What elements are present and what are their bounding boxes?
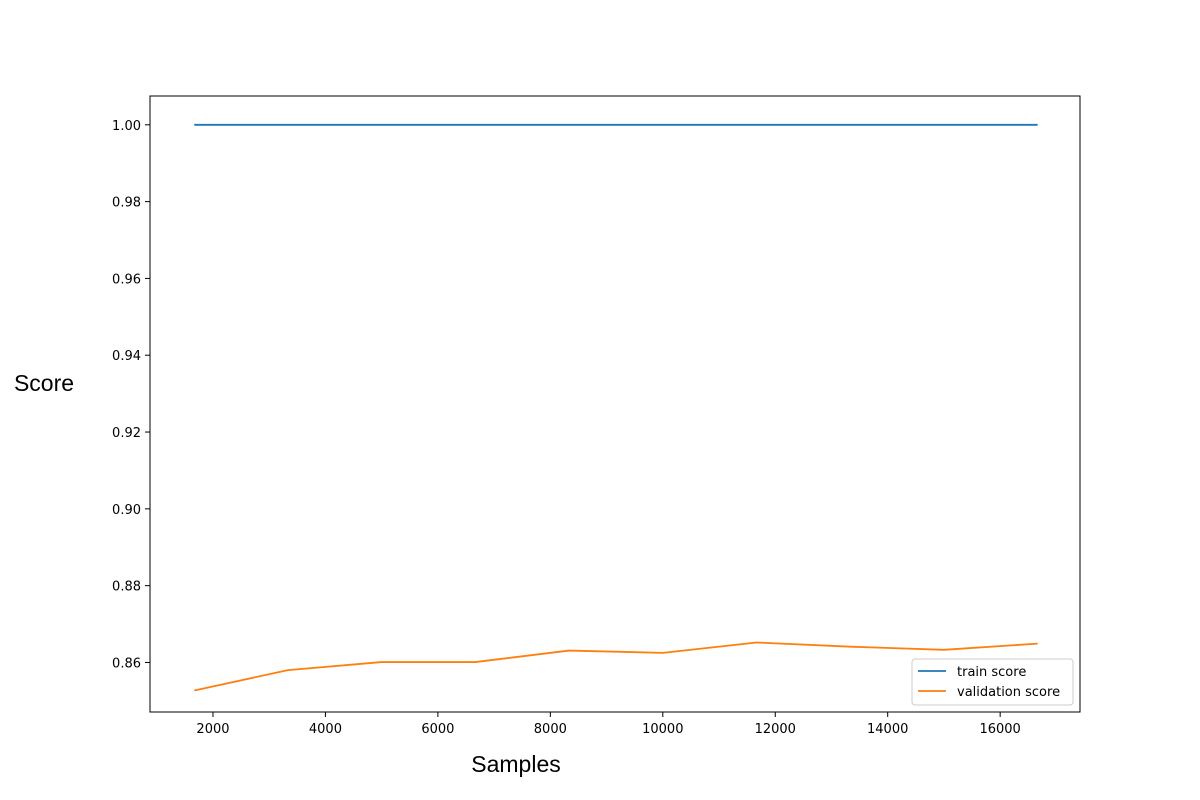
x-tick-label: 12000: [755, 722, 796, 737]
y-tick-label: 0.90: [112, 503, 141, 518]
x-axis: 2000 4000 6000 8000 10000 12000 14000 16000: [196, 712, 1021, 737]
legend-box: [911, 658, 1074, 706]
y-tick-label: 0.92: [112, 426, 141, 441]
x-tick-label: 6000: [421, 722, 454, 737]
x-tick-label: 2000: [196, 722, 229, 737]
legend-label-train-score: train score: [957, 665, 1026, 680]
x-tick-label: 10000: [642, 722, 683, 737]
series-layer: [194, 123, 1038, 692]
series-line-validation-score: [194, 641, 1038, 692]
y-axis: 0.86 0.88 0.90 0.92 0.94 0.96 0.98 1.00: [112, 119, 150, 671]
y-tick-label: 0.88: [112, 580, 141, 595]
legend-label-validation-score: validation score: [957, 685, 1060, 700]
x-tick-label: 16000: [979, 722, 1020, 737]
y-tick-label: 0.96: [112, 272, 141, 287]
y-tick-label: 0.94: [112, 349, 141, 364]
y-tick-label: 0.86: [112, 656, 141, 671]
y-tick-label: 1.00: [112, 119, 141, 134]
y-tick-label: 0.98: [112, 196, 141, 211]
plot-area: [149, 95, 1081, 713]
x-tick-label: 14000: [867, 722, 908, 737]
x-axis-title: Samples: [471, 751, 560, 777]
legend: train score validation score: [911, 658, 1074, 706]
x-tick-label: 8000: [534, 722, 567, 737]
x-tick-label: 4000: [309, 722, 342, 737]
y-axis-title: Score: [14, 370, 74, 396]
axes-frame: [149, 95, 1081, 713]
